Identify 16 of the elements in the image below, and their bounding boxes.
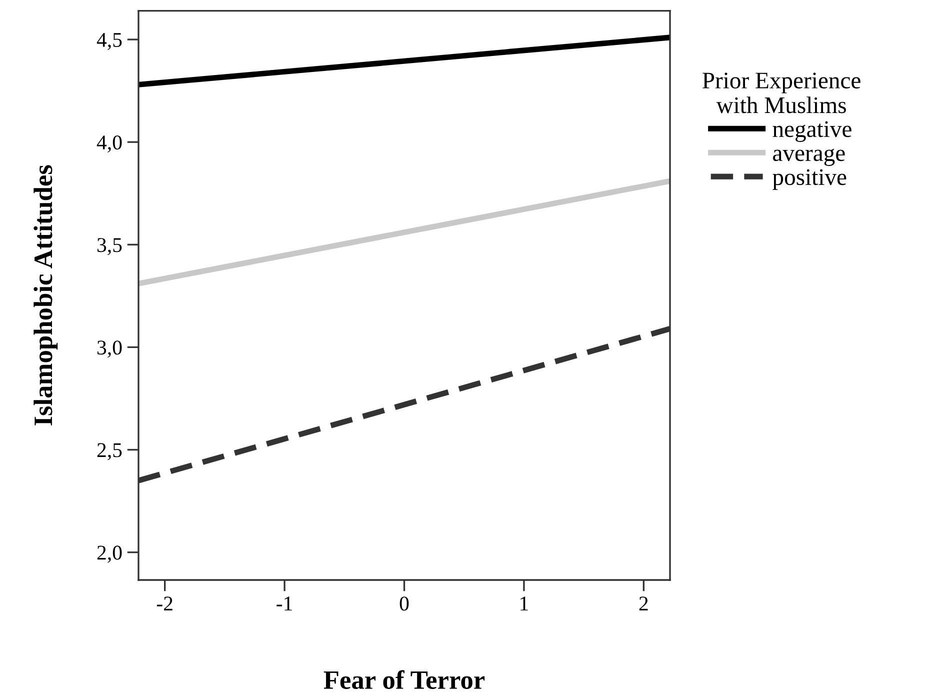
- y-tick-label: 4,0: [96, 135, 122, 153]
- x-axis-title: Fear of Terror: [324, 670, 485, 689]
- x-tick-label: 1: [520, 596, 528, 610]
- legend-label: negative: [772, 121, 852, 142]
- x-tick-label: -2: [156, 596, 172, 610]
- y-axis-title: Islamophobic Attitudes: [34, 165, 58, 426]
- y-tick-label: 2,0: [97, 546, 122, 563]
- legend-label: average: [773, 148, 845, 166]
- x-tick-label: -1: [276, 596, 292, 610]
- y-tick-label: 3,0: [97, 340, 122, 358]
- y-tick-label: 4,5: [96, 33, 122, 50]
- y-tick-label: 2,5: [97, 443, 122, 460]
- x-tick-label: 2: [639, 596, 648, 610]
- x-tick-label: 0: [400, 596, 409, 611]
- y-tick-label: 3,5: [97, 238, 122, 256]
- legend-label: positive: [772, 169, 846, 190]
